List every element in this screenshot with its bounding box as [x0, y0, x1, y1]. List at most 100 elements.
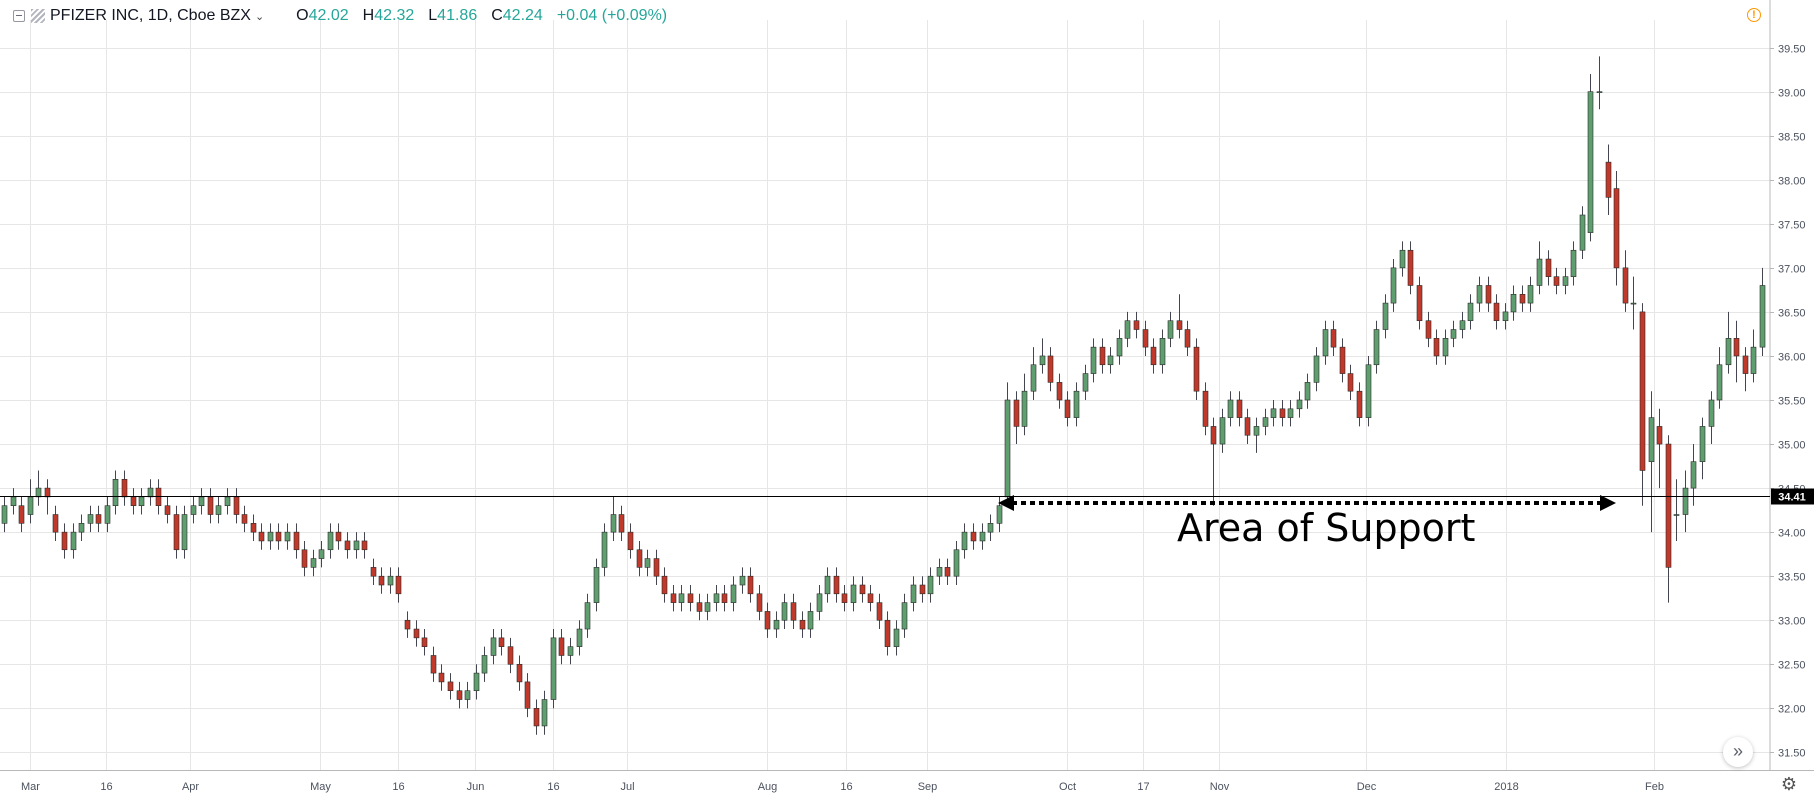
candle-body: [1150, 346, 1157, 366]
candle: [78, 514, 85, 541]
candle-body: [987, 523, 994, 533]
candle-body: [250, 523, 257, 533]
candle: [1365, 355, 1372, 427]
collapse-icon[interactable]: [13, 10, 25, 22]
price-tick-label: 34.00: [1778, 528, 1806, 540]
candle-body: [361, 540, 368, 551]
candle: [1579, 206, 1586, 260]
alert-icon[interactable]: !: [1747, 8, 1761, 22]
candle-body: [533, 708, 540, 727]
candle-body: [1407, 249, 1414, 286]
chevron-down-icon[interactable]: ⌄: [254, 10, 265, 23]
candle-body: [1382, 302, 1389, 330]
candle-body: [1210, 426, 1217, 445]
candle-body: [833, 575, 840, 595]
candle-body: [1322, 329, 1329, 357]
candle-body: [1579, 214, 1586, 251]
candle-body: [576, 628, 583, 647]
candle-body: [284, 531, 291, 542]
candle: [987, 514, 994, 541]
candle: [456, 681, 463, 709]
candle-body: [1021, 390, 1028, 427]
candle: [1013, 391, 1020, 445]
candle-body: [87, 514, 94, 524]
candle: [1373, 320, 1380, 374]
candle-body: [447, 681, 454, 692]
price-tick-label: 39.50: [1778, 44, 1806, 56]
candle: [1725, 311, 1732, 374]
candle: [756, 585, 763, 621]
candle-body: [910, 584, 917, 603]
candle-body: [781, 602, 788, 621]
candle-body: [215, 505, 222, 515]
time-tick-label: Dec: [1357, 781, 1377, 793]
candle: [353, 532, 360, 559]
symbol-title[interactable]: PFIZER INC, 1D, Cboe BZX: [50, 7, 251, 24]
candle: [233, 488, 240, 524]
candle: [27, 479, 34, 524]
candle: [87, 505, 94, 533]
candle: [413, 620, 420, 647]
low-value: 41.86: [437, 7, 478, 24]
candle: [1613, 170, 1620, 286]
candle-body: [764, 611, 771, 630]
candle-body: [670, 593, 677, 603]
candle-body: [713, 593, 720, 603]
price-axis[interactable]: 31.5032.0032.5033.0033.5034.0034.5035.00…: [1770, 44, 1806, 760]
time-axis[interactable]: Mar 16 Apr May 16 Jun 16 Jul Aug 16 Sep Oct 17 Nov Dec…: [21, 781, 1664, 793]
candle-body: [1133, 320, 1140, 330]
candle: [979, 523, 986, 550]
candle: [1056, 373, 1063, 409]
candle-body: [601, 531, 608, 568]
candle: [52, 505, 59, 541]
candle: [1742, 347, 1749, 392]
candle: [275, 523, 282, 550]
candle-body: [516, 663, 523, 683]
candle: [310, 549, 317, 577]
candle-body: [927, 575, 934, 595]
candle: [1416, 276, 1423, 330]
candle-body: [1725, 338, 1732, 366]
candle: [936, 558, 943, 585]
candle: [190, 496, 197, 524]
candle-body: [1039, 355, 1046, 366]
candle-body: [18, 505, 25, 524]
candle: [1450, 320, 1457, 348]
price-tick-label: 33.00: [1778, 616, 1806, 628]
candle: [1536, 241, 1543, 295]
candle-body: [301, 549, 308, 568]
candle: [1227, 391, 1234, 427]
candle-body: [610, 514, 617, 533]
candle-body: [1099, 346, 1106, 366]
candle: [318, 540, 325, 568]
candle-body: [121, 478, 128, 498]
candle-body: [816, 593, 823, 612]
candle: [567, 637, 574, 665]
candle: [361, 532, 368, 559]
candle: [1622, 250, 1629, 312]
gear-icon[interactable]: ⚙: [1780, 774, 1798, 794]
candle: [1356, 382, 1363, 427]
scroll-to-realtime-icon[interactable]: »: [1723, 737, 1753, 767]
candle: [1716, 347, 1723, 409]
price-tick-label: 32.00: [1778, 704, 1806, 716]
candle: [696, 593, 703, 621]
candle-body: [52, 514, 59, 533]
support-annotation: Area of Support: [1177, 506, 1475, 550]
candle-body: [961, 531, 968, 551]
candle-body: [1124, 320, 1131, 339]
high-label: H: [362, 7, 375, 24]
candle: [833, 567, 840, 603]
candle-body: [104, 505, 111, 524]
candle-body: [233, 496, 240, 515]
candle: [1570, 241, 1577, 286]
candle: [953, 540, 960, 585]
candle: [1159, 329, 1166, 374]
candle: [661, 567, 668, 603]
candle: [867, 585, 874, 612]
candle-body: [1347, 373, 1354, 392]
candle-body: [1365, 364, 1372, 418]
candle-body: [730, 584, 737, 603]
candle: [541, 690, 548, 735]
